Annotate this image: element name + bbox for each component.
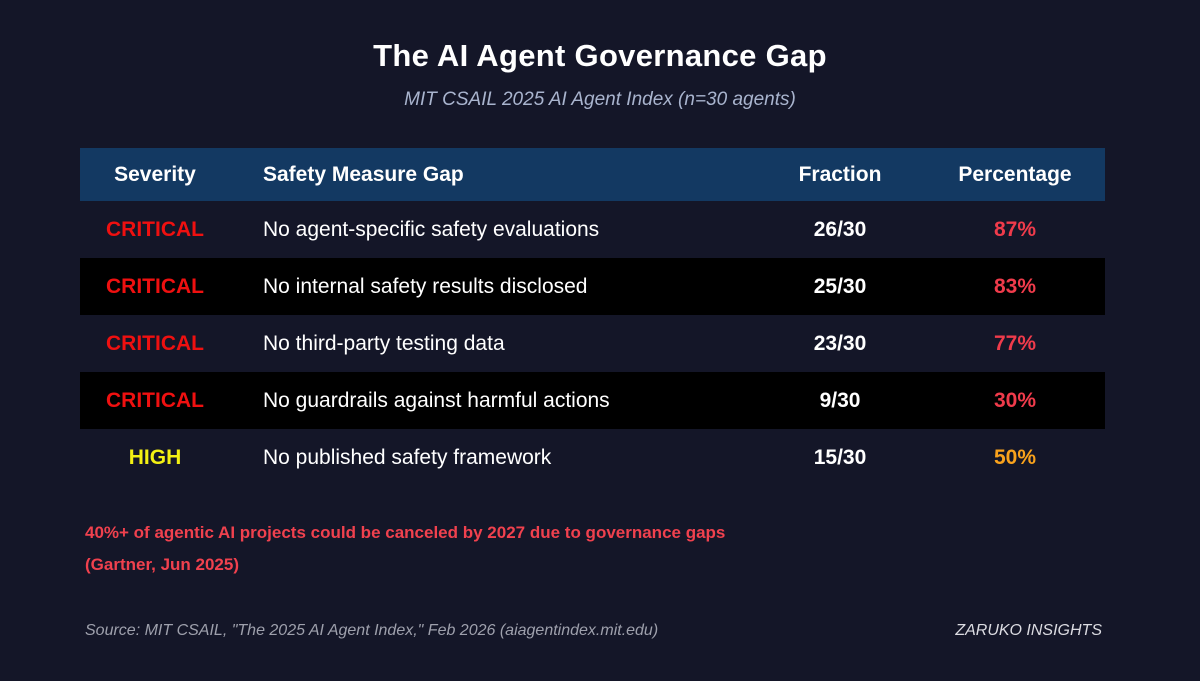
table-row: CRITICAL No agent-specific safety evalua… <box>80 201 1105 258</box>
gartner-note: 40%+ of agentic AI projects could be can… <box>85 517 725 581</box>
severity-cell: HIGH <box>128 445 182 469</box>
gap-cell: No published safety framework <box>263 445 552 469</box>
table-row: HIGH No published safety framework 15/30… <box>80 429 1105 486</box>
governance-gap-table: Severity Safety Measure Gap Fraction Per… <box>80 148 1105 486</box>
note-line-2: (Gartner, Jun 2025) <box>85 555 240 574</box>
severity-cell: CRITICAL <box>106 331 204 355</box>
column-header-fraction: Fraction <box>798 162 882 186</box>
column-header-severity: Severity <box>114 162 196 186</box>
fraction-cell: 26/30 <box>813 217 867 241</box>
table-row: CRITICAL No guardrails against harmful a… <box>80 372 1105 429</box>
gap-cell: No third-party testing data <box>263 331 505 355</box>
column-header-percentage: Percentage <box>958 162 1072 186</box>
gap-cell: No agent-specific safety evaluations <box>263 217 600 241</box>
percentage-cell: 87% <box>993 217 1037 241</box>
column-header-gap: Safety Measure Gap <box>263 162 464 186</box>
gap-cell: No guardrails against harmful actions <box>263 388 610 412</box>
fraction-cell: 9/30 <box>819 388 861 412</box>
note-line-1: 40%+ of agentic AI projects could be can… <box>85 523 726 542</box>
severity-cell: CRITICAL <box>106 217 204 241</box>
table-header-row: Severity Safety Measure Gap Fraction Per… <box>80 148 1105 201</box>
severity-cell: CRITICAL <box>106 388 204 412</box>
gap-cell: No internal safety results disclosed <box>263 274 588 298</box>
percentage-cell: 83% <box>993 274 1037 298</box>
table-row: CRITICAL No third-party testing data 23/… <box>80 315 1105 372</box>
brand-text: ZARUKO INSIGHTS <box>955 622 1102 639</box>
percentage-cell: 30% <box>993 388 1037 412</box>
table-row: CRITICAL No internal safety results disc… <box>80 258 1105 315</box>
page-title: The AI Agent Governance Gap <box>373 38 827 73</box>
percentage-cell: 50% <box>993 445 1037 469</box>
severity-cell: CRITICAL <box>106 274 204 298</box>
page-subtitle: MIT CSAIL 2025 AI Agent Index (n=30 agen… <box>404 89 796 110</box>
percentage-cell: 77% <box>993 331 1037 355</box>
fraction-cell: 23/30 <box>813 331 867 355</box>
fraction-cell: 25/30 <box>813 274 867 298</box>
footer: Source: MIT CSAIL, "The 2025 AI Agent In… <box>85 621 1102 641</box>
fraction-cell: 15/30 <box>813 445 867 469</box>
source-text: Source: MIT CSAIL, "The 2025 AI Agent In… <box>85 622 659 639</box>
